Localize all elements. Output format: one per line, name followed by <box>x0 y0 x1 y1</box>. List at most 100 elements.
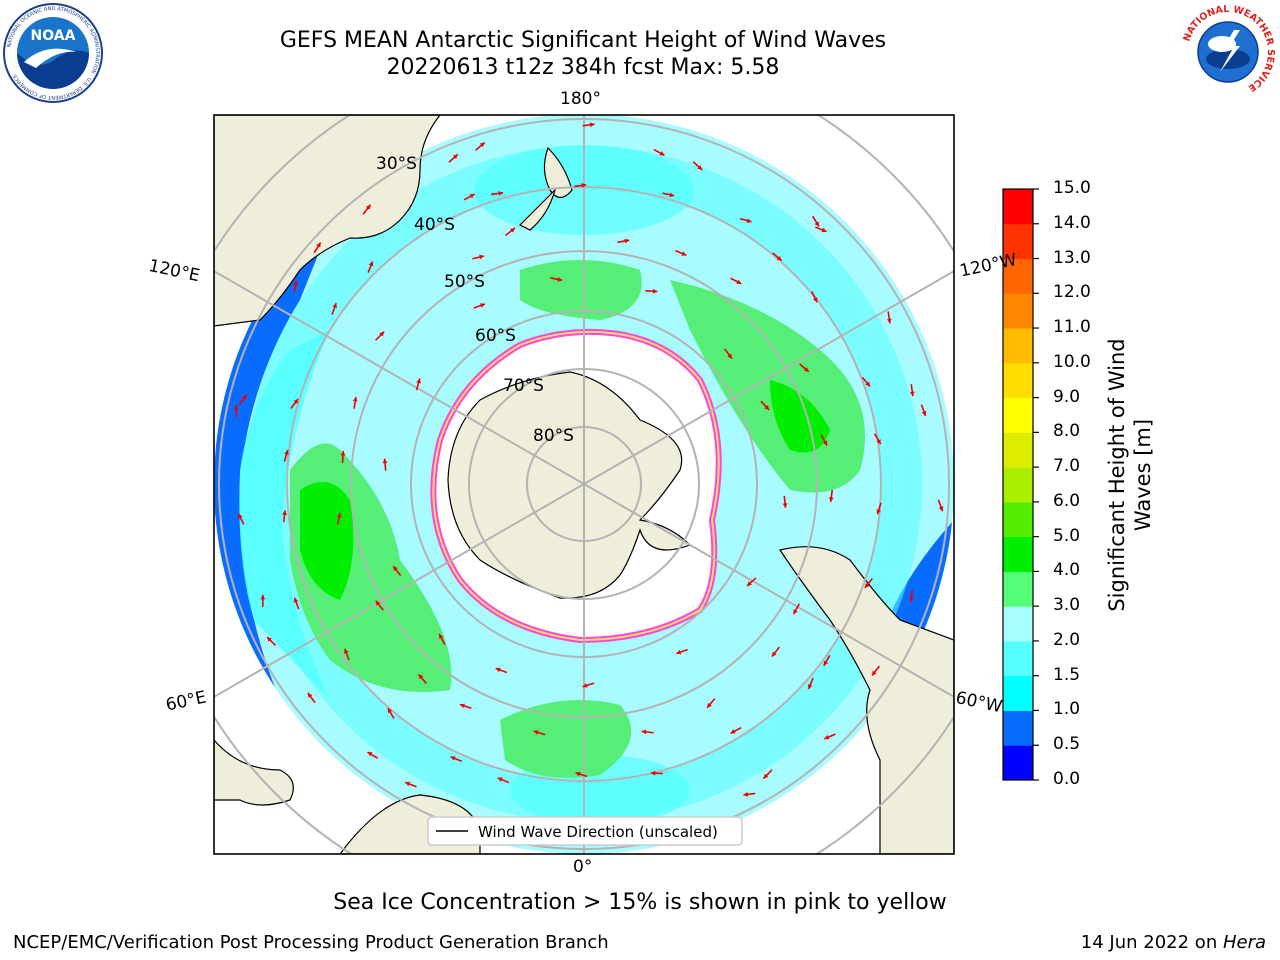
wave-arrow-head <box>876 509 881 515</box>
colorbar-title: Significant Height of Wind Waves [m] <box>1104 315 1156 635</box>
wave-arrow-head <box>332 303 337 309</box>
wave-arrow-head <box>876 439 881 445</box>
wave-arrow-head <box>293 280 298 286</box>
wave-arrow-head <box>821 227 827 233</box>
colorbar-tick-label: 7.0 <box>1053 456 1081 477</box>
wave-arrow-head <box>813 297 818 303</box>
wave-arrow-head <box>823 660 829 666</box>
colorbar-segment <box>1003 258 1033 294</box>
wave-arrow-head <box>498 191 504 196</box>
wave-arrow-head <box>743 792 749 797</box>
wave-arrow-head <box>267 637 272 642</box>
colorbar-tick-label: 2.0 <box>1053 629 1081 650</box>
wave-arrow-head <box>344 648 349 654</box>
wave-arrow-head <box>814 221 819 227</box>
australia-landmass <box>214 115 441 327</box>
title-line-1: GEFS MEAN Antarctic Significant Height o… <box>279 28 887 53</box>
map-frame-border <box>213 114 955 855</box>
lon-label-180: 180° <box>560 89 601 109</box>
colorbar-segment <box>1003 640 1033 677</box>
colorbar-tick-label: 13.0 <box>1053 247 1091 268</box>
title-line-2: 20220613 t12z 384h fcst Max: 5.58 <box>386 55 780 80</box>
lat-label-60s: 60°S <box>475 326 516 346</box>
wave-arrow-head <box>340 450 346 456</box>
colorbar-segment <box>1003 745 1033 781</box>
wave-arrow-head <box>284 450 289 455</box>
wave-arrow-head <box>316 242 321 248</box>
wave-arrow-head <box>871 670 877 676</box>
lat-label-50s: 50°S <box>444 272 485 292</box>
wave-arrow-head <box>707 702 712 708</box>
madagascar-landmass <box>214 739 294 806</box>
wave-arrow-head <box>909 391 915 397</box>
south-america-landmass <box>779 546 954 854</box>
antarctica-landmass <box>447 371 692 599</box>
colorbar-segment <box>1003 675 1033 711</box>
wave-arrow-head <box>793 609 798 615</box>
lat-label-40s: 40°S <box>414 215 455 235</box>
wave-arrow-head <box>233 405 239 410</box>
wave-arrow-head <box>624 238 630 244</box>
colorbar-tick-label: 15.0 <box>1053 178 1091 198</box>
wave-arrow-head <box>495 667 501 673</box>
wave-arrow-head <box>828 497 834 502</box>
lon-label-0: 0° <box>573 857 593 877</box>
nws-logo: NATIONAL WEATHER SERVICE <box>1180 4 1276 100</box>
lat-label-80s: 80°S <box>533 426 574 446</box>
wave-arrow-head <box>238 513 243 519</box>
wave-arrow-head <box>669 192 675 198</box>
wave-arrow-head <box>727 353 732 359</box>
lat-label-30s: 30°S <box>376 154 417 174</box>
wave-arrow-head <box>365 204 371 210</box>
noaa-logo: NOAA NATIONAL OCEANIC AND ATMOSPHERIC AD… <box>3 3 103 103</box>
wave-arrow-head <box>260 594 266 600</box>
wave-arrow-head <box>336 512 342 518</box>
wave-arrow-head <box>479 254 485 260</box>
wave-arrow-head <box>776 255 782 261</box>
wave-arrow-head <box>909 597 914 602</box>
wave-arrow-head <box>582 683 588 688</box>
colorbar-tick-label: 10.0 <box>1053 351 1091 372</box>
colorbar-segment <box>1003 362 1033 399</box>
wave-arrow-head <box>418 674 424 680</box>
graticule <box>214 115 954 854</box>
colorbar-segment <box>1003 223 1033 260</box>
colorbar-tick-label: 8.0 <box>1053 421 1081 442</box>
wave-arrow-head <box>822 440 828 446</box>
wave-arrow-head <box>659 151 665 156</box>
colorbar-tick-label: 5.0 <box>1053 525 1081 546</box>
footer-host: Hera <box>1222 932 1266 953</box>
wave-arrow-head <box>510 228 516 233</box>
wave-arrow-head <box>764 405 770 410</box>
colorbar-title-line-1: Significant Height of Wind <box>1105 338 1129 612</box>
wave-arrow-head <box>681 251 687 256</box>
colorbar-segment <box>1003 432 1033 468</box>
wave-arrow-head <box>469 194 475 199</box>
colorbar-tick-label: 3.0 <box>1053 595 1081 616</box>
wave-arrow-head <box>865 381 871 387</box>
colorbar-segment <box>1003 501 1033 538</box>
footer-producer: NCEP/EMC/Verification Post Processing Pr… <box>13 932 609 953</box>
wave-arrow-head <box>676 649 682 655</box>
wave-arrow-head <box>641 729 647 735</box>
colorbar-segment <box>1003 571 1033 607</box>
colorbar-segment <box>1003 606 1033 642</box>
wave-arrow-head <box>921 410 927 416</box>
wave-arrow-head <box>782 503 788 508</box>
wave-arrow-head <box>382 458 388 464</box>
new-zealand-north-island <box>543 146 573 199</box>
wave-arrow-head <box>824 734 830 740</box>
wave-arrow-head <box>807 684 813 690</box>
footer-date: 14 Jun 2022 on Hera <box>1081 932 1266 953</box>
wave-arrow-head <box>589 122 595 128</box>
wave-arrow-head <box>763 773 769 779</box>
wave-arrow-head <box>736 279 742 284</box>
wave-arrow-head <box>697 165 703 170</box>
wave-arrow-head <box>459 703 465 709</box>
wave-arrow-head <box>307 693 313 698</box>
colorbar-tick-label: 0.5 <box>1053 734 1081 755</box>
wave-arrow-head <box>416 378 421 384</box>
wave-arrow-head <box>367 752 373 757</box>
colorbar-segment <box>1003 710 1033 746</box>
